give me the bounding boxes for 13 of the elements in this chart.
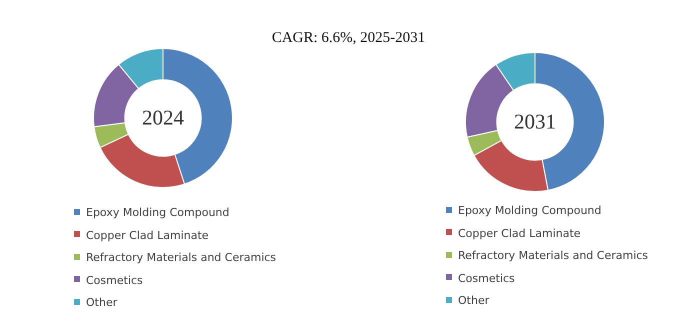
legend-label: Epoxy Molding Compound [457,204,602,219]
legend-label: Refractory Materials and Ceramics [457,249,648,264]
legend-label: Refractory Materials and Ceramics [85,251,276,266]
text: CAGR: 6.6%, 2025-2031 [270,30,426,47]
legend-label: Copper Clad Laminate [457,226,582,242]
legend-label: Epoxy Molding Compound [85,206,230,221]
text: 2031 [514,110,556,134]
legend-label: Cosmetics [85,274,144,288]
legend-label: Other [457,294,490,309]
legend-label: Copper Clad Laminate [85,228,210,244]
legend-label: Other [85,296,118,311]
text: 2024 [142,106,184,130]
legend-label: Cosmetics [457,272,516,286]
